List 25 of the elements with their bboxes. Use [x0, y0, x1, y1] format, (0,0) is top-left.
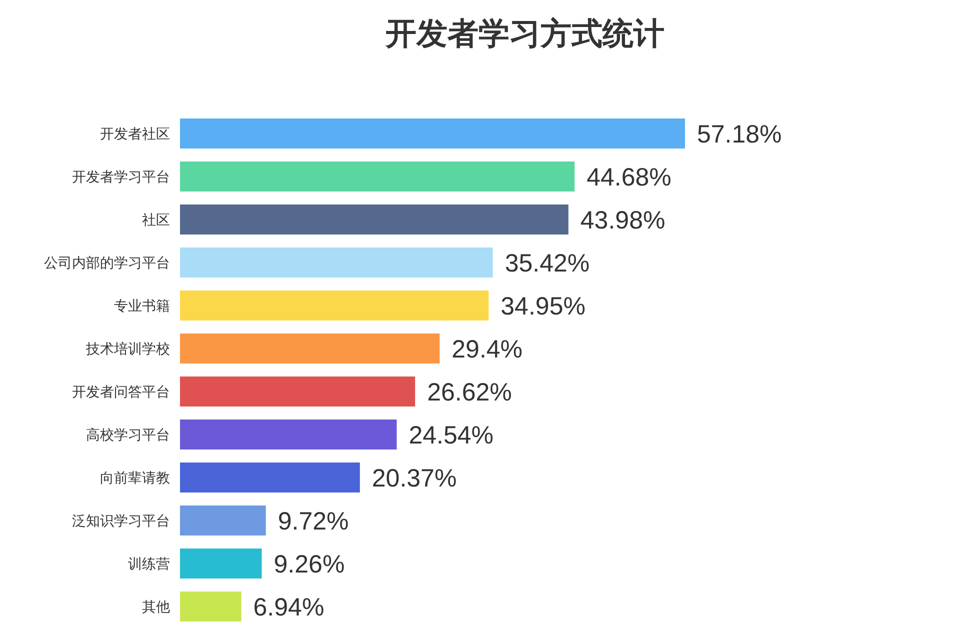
value-label: 9.26% [274, 550, 345, 578]
value-label: 43.98% [580, 206, 666, 234]
category-label: 开发者学习平台 [72, 168, 170, 184]
value-label: 6.94% [253, 594, 324, 622]
category-label: 训练营 [128, 556, 170, 572]
category-label: 专业书籍 [114, 298, 170, 314]
value-label: 34.95% [500, 292, 586, 320]
title: 开发者学习方式统计 [386, 16, 664, 51]
category-label: 泛知识学习平台 [72, 512, 170, 528]
category-label: 开发者社区 [100, 126, 170, 142]
category-label: 向前辈请教 [100, 470, 170, 486]
value-label: 44.68% [586, 164, 672, 192]
value-label: 35.42% [504, 250, 590, 278]
category-label: 高校学习平台 [86, 426, 170, 442]
value-label: 57.18% [697, 120, 782, 148]
value-label: 29.4% [452, 336, 523, 364]
category-label: 技术培训学校 [86, 340, 170, 356]
category-label: 社区 [142, 212, 170, 228]
value-label: 26.62% [427, 378, 512, 406]
category-label: 开发者问答平台 [72, 384, 170, 400]
category-label: 公司内部的学习平台 [44, 254, 170, 270]
category-label: 其他 [142, 598, 170, 614]
value-label: 24.54% [408, 422, 494, 450]
value-label: 9.72% [278, 508, 349, 536]
value-label: 20.37% [372, 464, 457, 492]
